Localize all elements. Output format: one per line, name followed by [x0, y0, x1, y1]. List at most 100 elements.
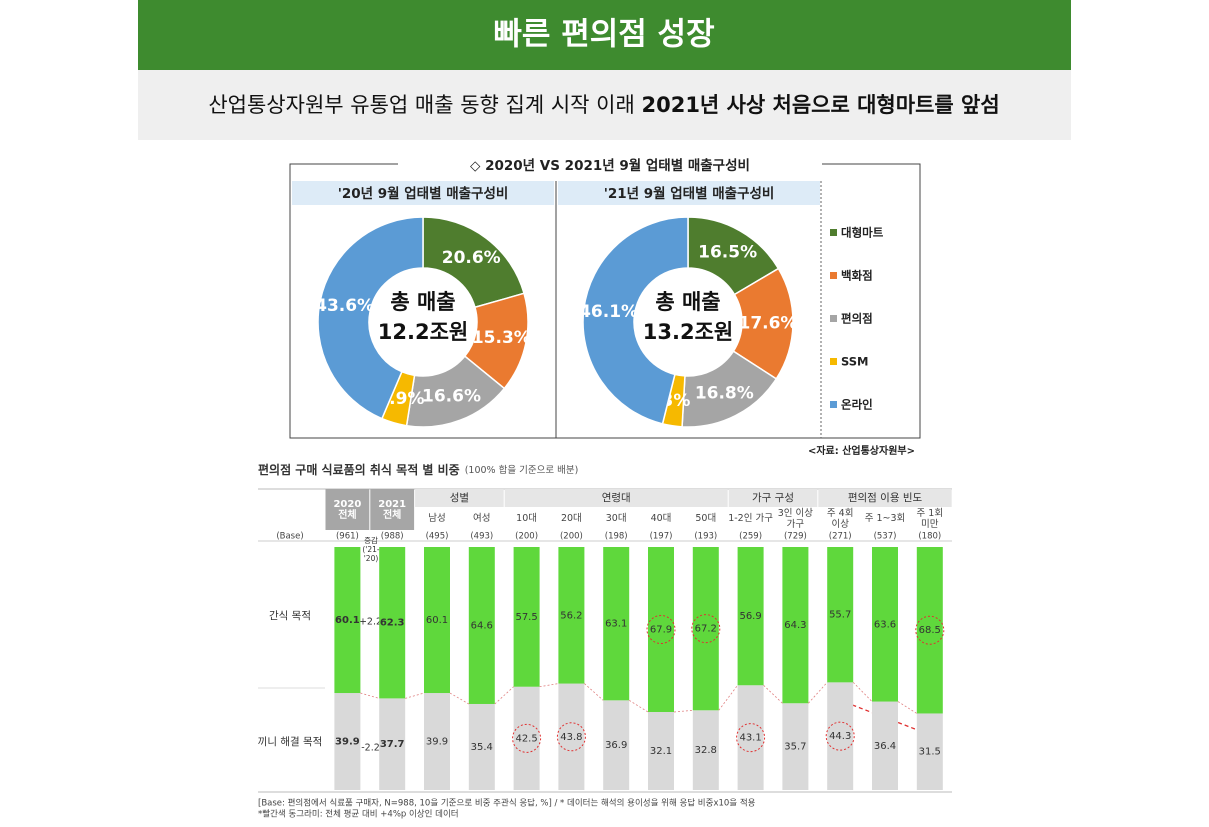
category-label-box: 3인 이상 가구 [777, 507, 814, 530]
pie-panel-title: ◇ 2020년 VS 2021년 9월 업태별 매출구성비 [470, 157, 750, 174]
legend-label: 대형마트 [841, 226, 884, 240]
slice-label: 17.6% [738, 314, 797, 334]
bar-segment [648, 547, 674, 712]
subtitle-band [138, 70, 1071, 140]
base-value: (729) [784, 532, 807, 542]
bar-subtitle: (100% 합을 기준으로 배분) [465, 465, 579, 476]
group-label: 가구 구성 [752, 492, 794, 504]
value-label: 43.1 [739, 733, 761, 744]
bar-segment [603, 700, 630, 790]
bar-segment [424, 693, 450, 790]
value-label: 56.9 [739, 611, 761, 622]
bar-segment [379, 547, 406, 699]
bar-segment [692, 547, 719, 711]
bar-segment [916, 547, 943, 714]
center-label: 총 매출 [655, 290, 720, 314]
category-label-box: 10대 [516, 513, 537, 524]
base-value: (198) [605, 532, 628, 542]
bar-segment [513, 686, 540, 790]
category-label: 50대 [695, 513, 717, 524]
category-label: 1-2인 가구 [728, 513, 773, 524]
legend-label: 온라인 [841, 398, 873, 412]
connector [673, 709, 693, 713]
category-label: 10대 [516, 513, 537, 524]
group-label: 성별 [450, 492, 469, 504]
connector [405, 692, 425, 699]
value-label: 32.8 [695, 745, 717, 756]
bar-segment [424, 547, 450, 694]
page-title: 빠른 편의점 성장 [493, 17, 714, 53]
value-label: 67.2 [695, 624, 717, 635]
bar-segment [379, 698, 406, 790]
value-label: 68.5 [919, 625, 941, 636]
bar-segment [648, 711, 674, 790]
center-label: 총 매출 [390, 290, 455, 314]
category-label-box: 주 4회 이상 [827, 508, 854, 530]
header-cell [370, 489, 415, 530]
connector [763, 684, 783, 704]
value-label: 56.2 [560, 610, 582, 621]
connector [628, 699, 649, 713]
change-label: 증감 ('21-'20) [362, 536, 380, 563]
base-value: (495) [426, 532, 449, 542]
slice-label: 43.6% [315, 296, 374, 316]
value-label: 32.1 [650, 746, 672, 757]
bar-segment [558, 683, 585, 790]
pie-header [292, 181, 554, 205]
category-label: 2021 전체 [378, 498, 407, 521]
legend-label: 편의점 [841, 312, 873, 326]
category-label-box: 1-2인 가구 [728, 513, 773, 524]
value-label: 39.9 [426, 737, 448, 748]
value-label: 60.1 [335, 615, 360, 626]
source: <자료: 산업통상자원부> [808, 444, 915, 457]
legend-swatch [830, 358, 837, 365]
category-label-box: 2020 전체 [333, 498, 362, 521]
base-value: (200) [560, 532, 583, 542]
base-value: (988) [381, 532, 404, 542]
bar-segment [782, 547, 809, 704]
slice-label: 15.3% [472, 328, 531, 348]
slice-label: 20.6% [442, 248, 501, 268]
base-value: (193) [694, 532, 717, 542]
highlight-circle [915, 615, 945, 645]
value-label: 39.9 [335, 737, 360, 748]
bar-segment [737, 547, 764, 686]
row-label: 끼니 해결 목적 [258, 735, 323, 748]
pie-header [558, 181, 820, 205]
slice-label: 16.8% [695, 383, 754, 403]
connector [852, 682, 873, 702]
value-label: 57.5 [515, 612, 537, 623]
footnote: [Base: 편의점에서 식료품 구매자, N=988, 10을 기준으로 비중… [258, 798, 756, 809]
group-cell [728, 489, 818, 507]
group-label: 연령대 [602, 492, 631, 504]
base-value: (493) [470, 532, 493, 542]
legend-swatch [830, 401, 837, 408]
value-label: 37.7 [380, 739, 405, 750]
value-label: 36.9 [605, 740, 627, 751]
category-label: 주 1회 미만 [916, 507, 944, 530]
category-label-box: 주 1회 미만 [916, 507, 944, 530]
center-value: 12.2조원 [378, 320, 468, 344]
bar-title: 편의점 구매 식료품의 취식 목적 별 비중 (100% 합을 기준으로 배분) [258, 462, 578, 477]
highlight-circle [556, 722, 586, 752]
panel-title-bg [398, 154, 822, 176]
category-label-box: 40대 [651, 513, 672, 524]
pie-slice [582, 216, 689, 425]
bar-segment [603, 547, 630, 701]
row-label: 간식 목적 [269, 610, 311, 622]
category-label-box: 50대 [695, 513, 717, 524]
bar-segment [692, 710, 719, 790]
value-label: 43.8 [560, 732, 582, 743]
value-label: 36.4 [874, 741, 896, 752]
category-label-box: 20대 [561, 513, 582, 524]
base-value: (197) [650, 532, 673, 542]
category-label: 여성 [473, 513, 491, 524]
value-label: 55.7 [829, 610, 851, 621]
category-label: 3인 이상 가구 [777, 507, 814, 530]
subtitle-emphasis: 2021년 사상 처음으로 대형마트를 앞섬 [641, 93, 999, 117]
category-label: 2020 전체 [333, 498, 362, 521]
group-cell [818, 489, 952, 507]
category-label-box: 여성 [473, 513, 491, 524]
base-value: (200) [515, 532, 538, 542]
